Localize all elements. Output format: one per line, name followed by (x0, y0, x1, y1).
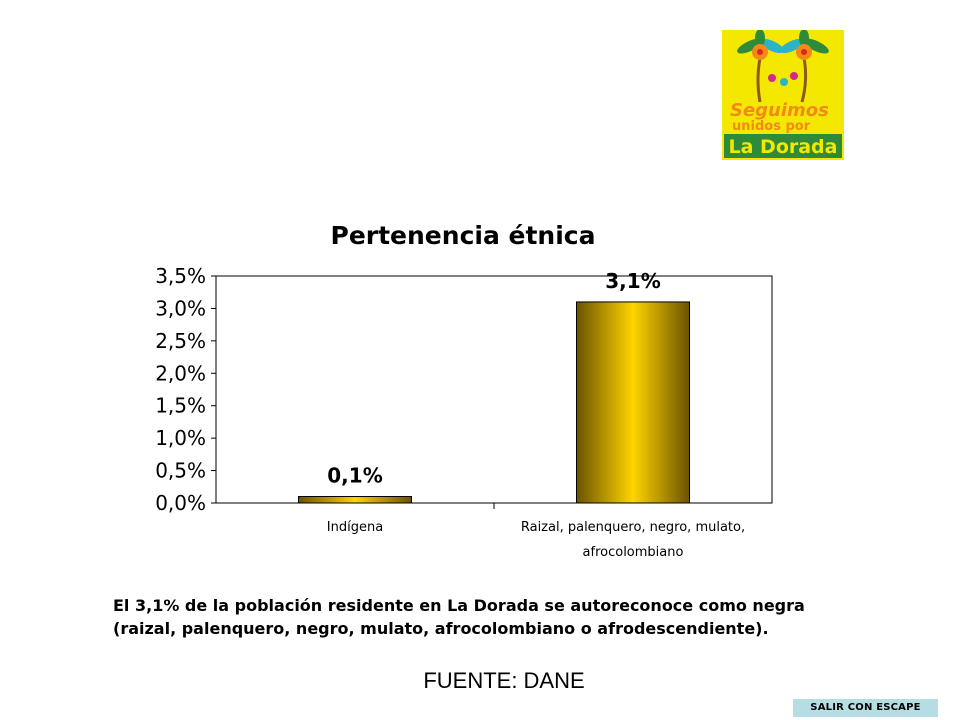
palm-tree-icon (737, 30, 829, 103)
x-tick-label: Indígena (327, 520, 383, 535)
logo-line3: La Dorada (729, 136, 838, 158)
bar (576, 301, 690, 504)
bar (298, 496, 412, 504)
ethnicity-bar-chart: Pertenencia étnica 0,0% 0,5% 1,0% 1,5% 2,0% 2… (155, 221, 773, 560)
y-tick-label: 2,0% (155, 361, 206, 385)
x-tick-label: afrocolombiano (583, 545, 684, 560)
exit-button[interactable]: SALIR CON ESCAPE (793, 699, 938, 717)
source-label: FUENTE: DANE (423, 668, 585, 693)
logo-line2: unidos por (732, 119, 811, 134)
y-tick-label: 1,0% (155, 426, 206, 450)
data-label: 3,1% (605, 269, 660, 293)
chart-title: Pertenencia étnica (331, 221, 596, 250)
y-tick-label: 2,5% (155, 329, 206, 353)
logo-line1: Seguimos (730, 100, 829, 121)
y-tick-label: 3,0% (155, 296, 206, 320)
description-text: El 3,1% de la población residente en La … (113, 596, 805, 638)
la-dorada-logo: Seguimos unidos por La Dorada (722, 30, 844, 160)
x-tick-label: Raizal, palenquero, negro, mulato, (521, 520, 745, 535)
data-label: 0,1% (327, 464, 382, 488)
y-tick-label: 1,5% (155, 394, 206, 418)
y-tick-label: 3,5% (155, 264, 206, 288)
y-tick-label: 0,5% (155, 459, 206, 483)
y-tick-label: 0,0% (155, 491, 206, 515)
